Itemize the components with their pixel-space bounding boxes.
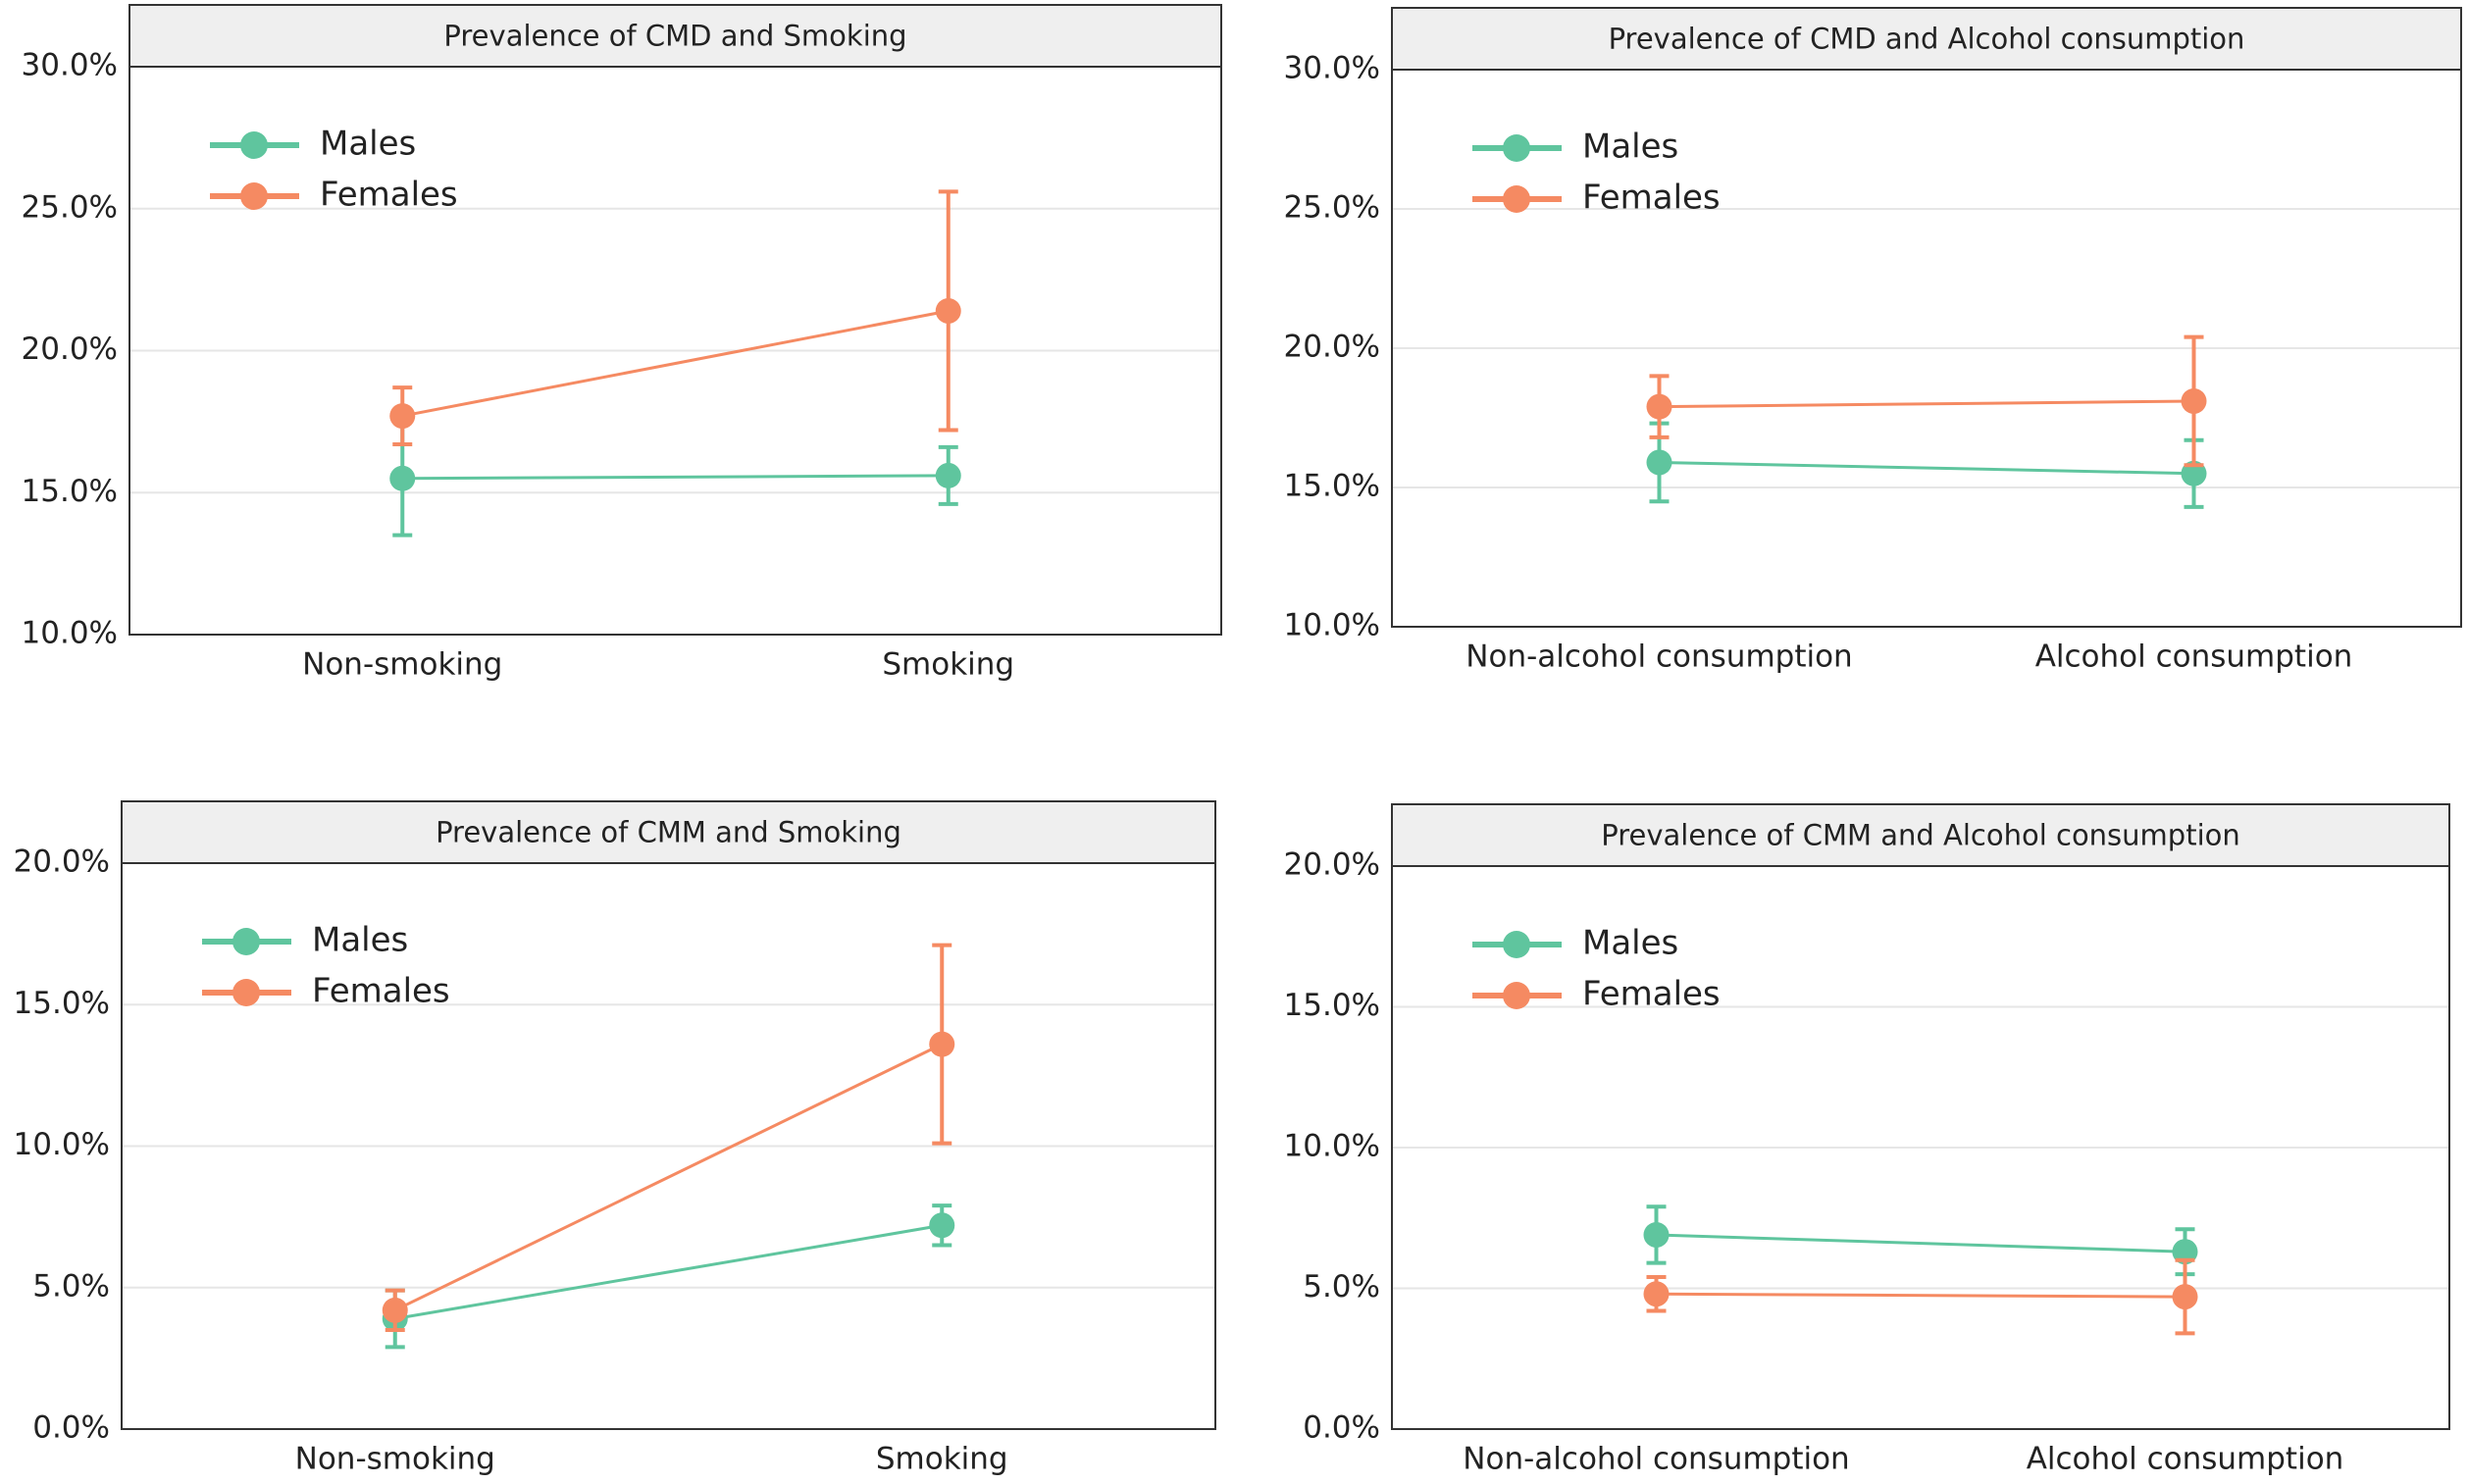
point (2181, 460, 2207, 486)
y-tick-label: 0.0% (1303, 1410, 1380, 1446)
y-tick-label: 20.0% (1284, 330, 1380, 365)
point (1643, 1221, 1670, 1248)
x-tick-label: Non-alcohol consumption (1465, 640, 1852, 675)
point (929, 1031, 955, 1057)
y-tick-label: 20.0% (22, 332, 118, 367)
y-tick-label: 15.0% (1284, 988, 1380, 1023)
legend-label: Females (312, 972, 450, 1011)
legend-label: Males (312, 921, 408, 960)
y-tick-label: 15.0% (1284, 469, 1380, 504)
series-line (401, 309, 950, 418)
y-tick-label: 10.0% (14, 1127, 110, 1162)
y-tick-label: 0.0% (32, 1410, 110, 1446)
legend-marker (1503, 982, 1530, 1009)
x-tick-label: Non-smoking (302, 647, 502, 683)
point (382, 1297, 408, 1323)
point (2172, 1284, 2198, 1310)
legend-label: Males (1582, 128, 1678, 167)
legend-label: Females (1582, 179, 1721, 218)
y-tick-label: 30.0% (22, 48, 118, 83)
y-tick-label: 20.0% (14, 844, 110, 880)
x-tick-label: Alcohol consumption (2027, 1442, 2344, 1477)
legend-marker (1503, 134, 1530, 162)
y-tick-label: 25.0% (22, 189, 118, 225)
y-tick-label: 15.0% (14, 986, 110, 1021)
y-tick-label: 25.0% (1284, 190, 1380, 226)
point (1646, 449, 1672, 476)
legend-marker (1503, 185, 1530, 213)
point (935, 462, 961, 488)
y-tick-label: 20.0% (1284, 847, 1380, 883)
series-line (1659, 399, 2194, 409)
header (1391, 7, 2462, 71)
series-line (1656, 1233, 2185, 1254)
legend-label: Females (1582, 975, 1721, 1014)
header (121, 800, 1216, 864)
point (389, 465, 416, 491)
x-tick-label: Smoking (876, 1442, 1008, 1477)
series-line (402, 474, 949, 481)
legend-marker (240, 182, 268, 210)
frame (121, 863, 1216, 1430)
chart-title: Prevalence of CMD and Alcohol consumptio… (1609, 23, 2245, 56)
chart-title: Prevalence of CMM and Smoking (436, 816, 901, 849)
series-line (394, 1223, 943, 1320)
point (2181, 387, 2207, 414)
y-tick-label: 10.0% (22, 616, 118, 651)
legend-marker (232, 928, 260, 955)
y-tick-label: 5.0% (32, 1268, 110, 1304)
y-tick-label: 10.0% (1284, 1129, 1380, 1164)
point (2172, 1239, 2198, 1265)
y-tick-label: 15.0% (22, 474, 118, 509)
series-line (394, 1043, 943, 1312)
x-tick-label: Non-alcohol consumption (1463, 1442, 1849, 1477)
point (935, 297, 961, 324)
y-tick-label: 5.0% (1303, 1269, 1380, 1305)
series-line (1659, 460, 2194, 476)
x-tick-label: Non-smoking (295, 1442, 495, 1477)
chart-title: Prevalence of CMD and Smoking (443, 20, 906, 53)
legend-label: Males (320, 125, 416, 164)
legend-label: Females (320, 176, 458, 215)
legend-marker (232, 979, 260, 1006)
series-line (1656, 1292, 2185, 1299)
point (1643, 1281, 1670, 1307)
legend-marker (240, 131, 268, 159)
y-tick-label: 30.0% (1284, 51, 1380, 86)
frame (129, 67, 1222, 636)
legend-label: Males (1582, 924, 1678, 963)
frame (1391, 70, 2462, 628)
x-tick-label: Alcohol consumption (2035, 640, 2353, 675)
point (929, 1212, 955, 1239)
point (1646, 393, 1672, 420)
y-tick-label: 10.0% (1284, 608, 1380, 643)
frame (1391, 866, 2450, 1430)
point (389, 403, 416, 430)
header (1391, 803, 2450, 867)
header (129, 4, 1222, 68)
x-tick-label: Smoking (882, 647, 1014, 683)
chart-title: Prevalence of CMM and Alcohol consumptio… (1601, 819, 2240, 852)
legend-marker (1503, 931, 1530, 958)
